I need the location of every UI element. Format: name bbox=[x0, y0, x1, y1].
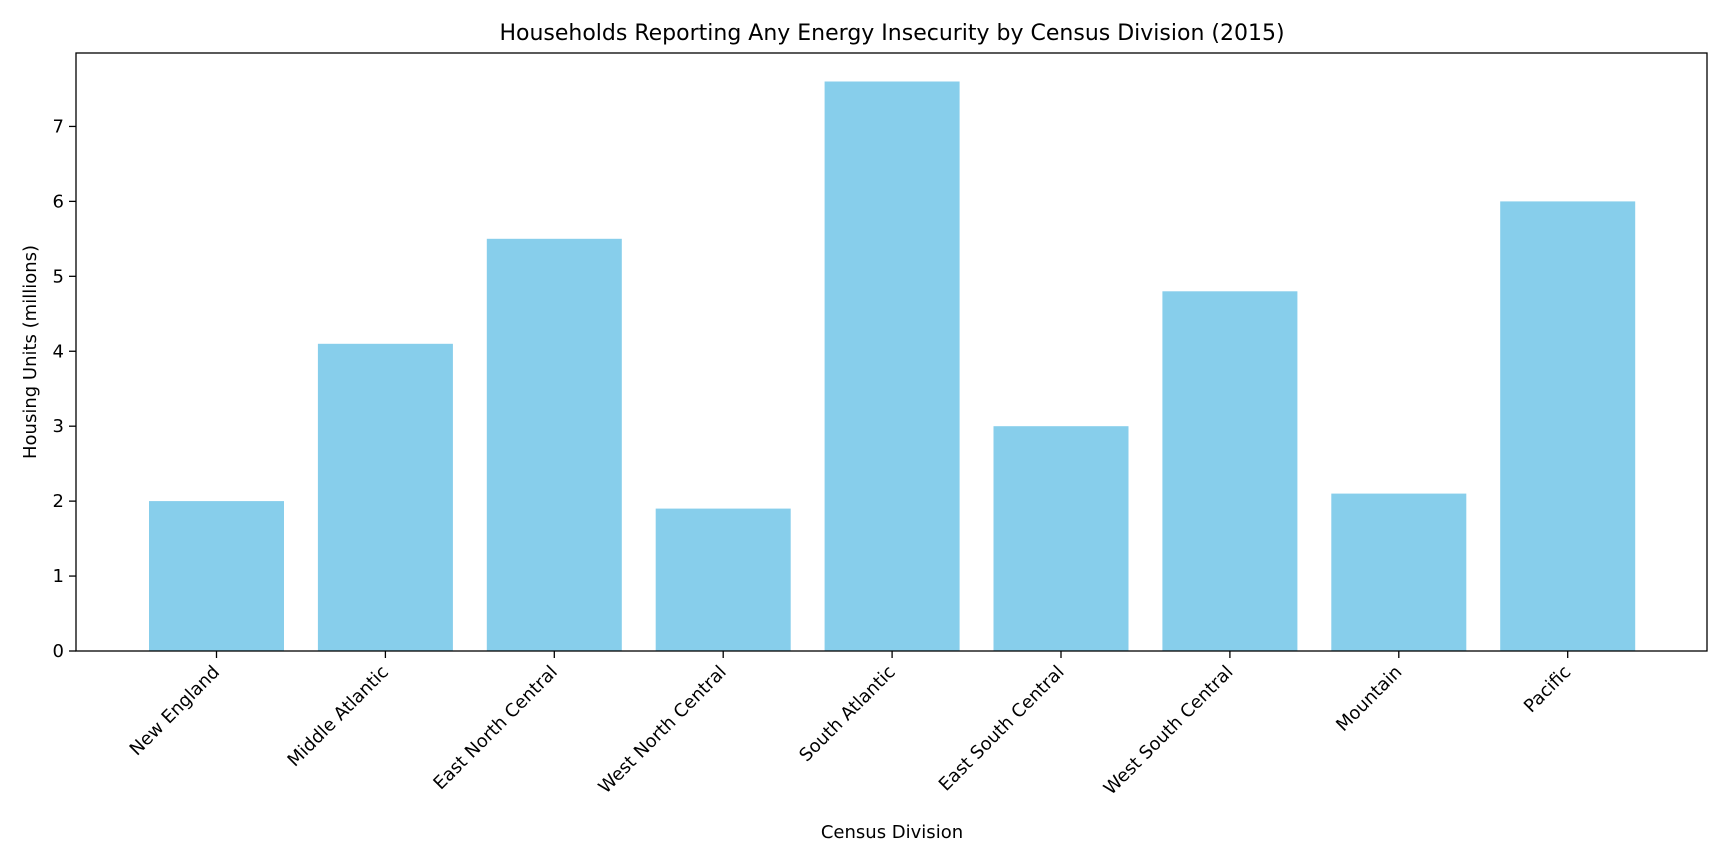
x-tick-label: East South Central bbox=[935, 662, 1069, 796]
x-axis-label: Census Division bbox=[821, 822, 963, 843]
y-tick-label: 6 bbox=[53, 191, 64, 212]
y-tick-label: 5 bbox=[53, 266, 64, 287]
x-axis: New England Middle Atlantic East North Cen… bbox=[126, 651, 1575, 800]
bar-new-england bbox=[149, 501, 284, 651]
bar-east-north-central bbox=[486, 238, 622, 652]
x-tick-label: South Atlantic bbox=[795, 662, 899, 766]
x-tick-label: Middle Atlantic bbox=[284, 662, 393, 771]
bar-west-north-central bbox=[655, 508, 791, 651]
y-axis: 0 1 2 3 4 5 6 7 bbox=[53, 116, 76, 662]
x-tick-label: New England bbox=[126, 662, 224, 760]
chart-title: Households Reporting Any Energy Insecuri… bbox=[499, 21, 1284, 46]
y-axis-label: Housing Units (millions) bbox=[20, 245, 41, 459]
x-tick-label: Mountain bbox=[1332, 662, 1406, 736]
y-tick-label: 3 bbox=[53, 416, 64, 437]
bar-south-atlantic bbox=[824, 81, 960, 651]
bar-pacific bbox=[1500, 201, 1636, 651]
x-tick-label: West South Central bbox=[1100, 662, 1238, 800]
y-tick-label: 1 bbox=[53, 566, 64, 587]
y-tick-label: 0 bbox=[53, 641, 64, 662]
y-tick-label: 2 bbox=[53, 491, 64, 512]
bar-middle-atlantic bbox=[317, 343, 453, 651]
bar-mountain bbox=[1331, 493, 1467, 651]
y-tick-label: 7 bbox=[53, 116, 64, 137]
bars-group bbox=[149, 81, 1636, 652]
x-tick-label: West North Central bbox=[595, 662, 731, 798]
bar-east-south-central bbox=[993, 426, 1129, 651]
x-tick-label: Pacific bbox=[1520, 662, 1575, 717]
x-tick-label: East North Central bbox=[429, 662, 561, 794]
y-tick-label: 4 bbox=[53, 341, 64, 362]
bar-west-south-central bbox=[1162, 291, 1298, 651]
